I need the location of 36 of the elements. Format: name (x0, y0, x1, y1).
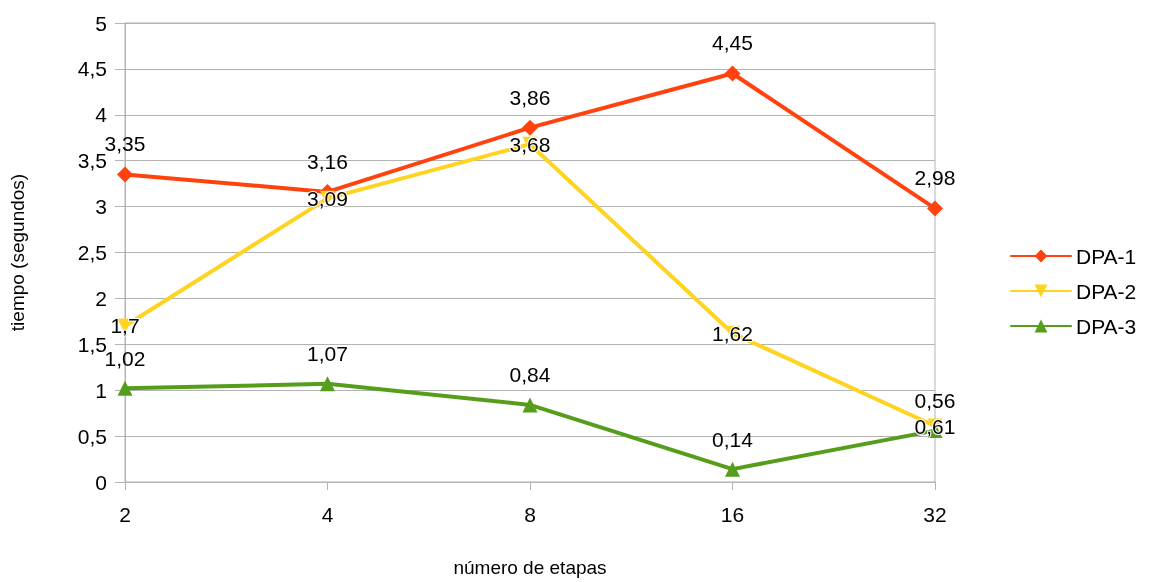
data-label: 0,56 (914, 389, 956, 413)
point (320, 376, 335, 392)
y-tick-label: 5 (95, 11, 107, 35)
point (117, 166, 133, 183)
data-label: 1,07 (307, 342, 348, 366)
x-axis-title: número de etapas (453, 557, 607, 578)
legend-label: DPA-1 (1076, 244, 1137, 268)
x-tick-label: 16 (720, 503, 745, 526)
point (522, 397, 538, 413)
y-tick-label: 1 (95, 378, 107, 402)
point (927, 200, 943, 217)
y-tick-label: 4 (95, 103, 108, 127)
data-label: 3,16 (307, 149, 348, 173)
y-tick-label: 1,5 (77, 332, 107, 356)
point (725, 461, 740, 477)
x-tick-label: 32 (923, 503, 947, 526)
data-label: 0,14 (712, 427, 754, 451)
y-tick-label: 0 (95, 470, 107, 494)
y-tick-label: 3,5 (77, 149, 107, 173)
y-tick-label: 4,5 (77, 57, 107, 81)
y-tick-label: 2,5 (77, 241, 107, 264)
x-tick-label: 8 (524, 503, 536, 526)
legend-label: DPA-2 (1076, 279, 1137, 303)
point (522, 119, 538, 136)
data-label: 2,98 (914, 166, 956, 190)
y-axis-title: tiempo (segundos) (7, 173, 28, 332)
data-label: 0,84 (509, 363, 551, 387)
x-tick-label: 2 (119, 503, 131, 526)
data-label: 3,86 (509, 85, 551, 109)
data-label: 4,45 (712, 31, 753, 55)
x-tick-label: 4 (321, 503, 334, 526)
y-tick-label: 2 (95, 286, 107, 310)
y-tick-label: 0,5 (77, 424, 107, 448)
y-tick-label: 3 (95, 195, 107, 219)
legend-label: DPA-3 (1076, 314, 1137, 338)
point (724, 65, 741, 82)
